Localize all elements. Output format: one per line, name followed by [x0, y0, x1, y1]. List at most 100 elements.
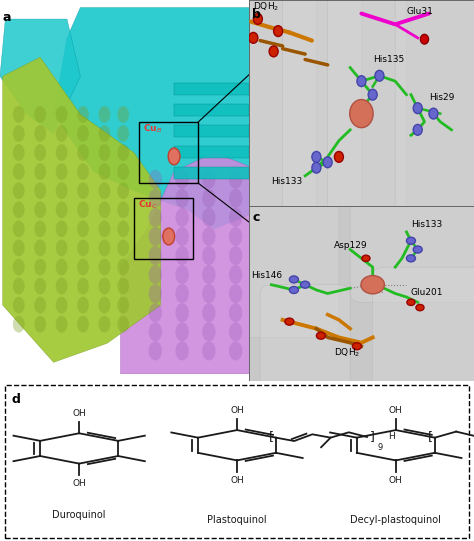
Circle shape [56, 163, 67, 180]
Circle shape [149, 227, 162, 246]
Circle shape [229, 284, 242, 303]
Circle shape [34, 163, 46, 180]
Circle shape [99, 259, 110, 275]
Circle shape [99, 220, 110, 237]
Circle shape [149, 170, 162, 189]
Circle shape [77, 125, 89, 142]
Text: His29: His29 [429, 93, 455, 102]
Circle shape [99, 278, 110, 294]
Circle shape [13, 144, 25, 161]
Circle shape [13, 125, 25, 142]
Circle shape [77, 259, 89, 275]
Text: His133: His133 [411, 220, 442, 229]
Circle shape [99, 316, 110, 333]
Circle shape [99, 106, 110, 123]
Circle shape [269, 46, 278, 57]
Circle shape [168, 148, 180, 165]
Circle shape [175, 284, 189, 303]
Circle shape [202, 170, 216, 189]
Bar [174, 167, 249, 179]
Circle shape [353, 343, 361, 350]
Circle shape [323, 157, 332, 168]
Text: d: d [12, 393, 21, 406]
Circle shape [149, 208, 162, 227]
FancyBboxPatch shape [350, 197, 474, 302]
Circle shape [99, 163, 110, 180]
Circle shape [175, 303, 189, 322]
Circle shape [77, 296, 89, 314]
Circle shape [375, 70, 384, 81]
Circle shape [99, 144, 110, 161]
Circle shape [13, 163, 25, 180]
Circle shape [77, 144, 89, 161]
Text: Duroquinol: Duroquinol [53, 510, 106, 520]
Circle shape [273, 25, 283, 37]
Circle shape [77, 316, 89, 333]
Circle shape [149, 322, 162, 341]
Circle shape [117, 259, 129, 275]
Circle shape [149, 303, 162, 322]
FancyBboxPatch shape [328, 0, 407, 284]
Circle shape [99, 201, 110, 218]
Circle shape [117, 220, 129, 237]
Circle shape [289, 276, 299, 283]
Text: His135: His135 [373, 55, 404, 64]
Circle shape [202, 208, 216, 227]
Circle shape [163, 228, 174, 245]
Circle shape [13, 278, 25, 294]
Circle shape [34, 106, 46, 123]
Text: OH: OH [72, 479, 86, 488]
Circle shape [56, 278, 67, 294]
Circle shape [34, 144, 46, 161]
Circle shape [175, 265, 189, 284]
Circle shape [316, 332, 325, 339]
Circle shape [56, 106, 67, 123]
Text: Glu31: Glu31 [407, 6, 433, 16]
FancyBboxPatch shape [283, 0, 361, 284]
Circle shape [229, 341, 242, 360]
Circle shape [301, 281, 310, 288]
Circle shape [202, 189, 216, 208]
Circle shape [229, 303, 242, 322]
Circle shape [149, 341, 162, 360]
Text: DQH$_2$: DQH$_2$ [253, 1, 280, 13]
Circle shape [117, 163, 129, 180]
Circle shape [253, 14, 262, 24]
Circle shape [117, 144, 129, 161]
Circle shape [149, 246, 162, 265]
Circle shape [413, 246, 422, 253]
Circle shape [34, 316, 46, 333]
Circle shape [413, 103, 422, 114]
Text: Decyl-plastoquinol: Decyl-plastoquinol [350, 515, 441, 525]
Circle shape [56, 316, 67, 333]
Circle shape [407, 255, 415, 262]
PathPatch shape [0, 19, 80, 134]
Text: [: [ [269, 430, 273, 444]
FancyBboxPatch shape [395, 0, 474, 284]
Circle shape [13, 296, 25, 314]
Circle shape [175, 322, 189, 341]
PathPatch shape [3, 57, 161, 362]
Circle shape [117, 201, 129, 218]
Circle shape [56, 240, 67, 256]
Circle shape [175, 170, 189, 189]
Circle shape [77, 106, 89, 123]
Text: OH: OH [230, 476, 244, 485]
Circle shape [229, 208, 242, 227]
Text: Asp129: Asp129 [335, 241, 368, 250]
Circle shape [117, 240, 129, 256]
Circle shape [34, 201, 46, 218]
Circle shape [368, 89, 377, 100]
Circle shape [56, 220, 67, 237]
Text: b: b [252, 8, 261, 21]
Circle shape [202, 303, 216, 322]
Circle shape [312, 151, 321, 162]
Circle shape [229, 246, 242, 265]
Circle shape [149, 189, 162, 208]
FancyBboxPatch shape [260, 285, 350, 390]
Circle shape [56, 296, 67, 314]
FancyBboxPatch shape [373, 267, 474, 390]
Circle shape [362, 255, 370, 261]
FancyBboxPatch shape [237, 0, 317, 284]
Circle shape [429, 108, 438, 119]
